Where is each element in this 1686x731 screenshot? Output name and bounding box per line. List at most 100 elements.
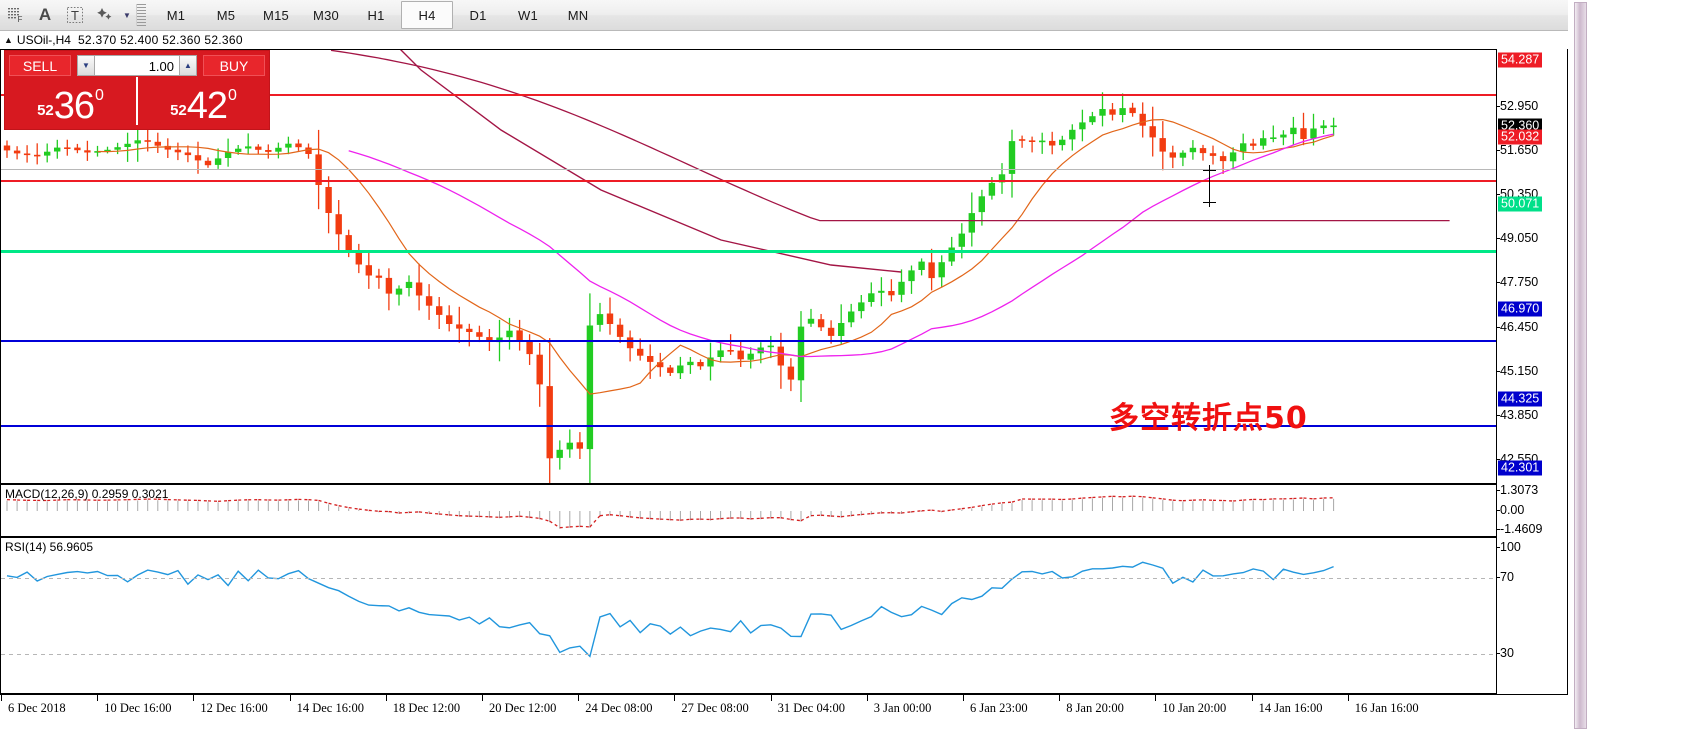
toolbar-grip[interactable] <box>136 4 146 26</box>
svg-text:F: F <box>17 15 22 24</box>
timeframe-group: M1 M5 M15 M30 H1 H4 D1 W1 MN <box>151 1 603 29</box>
price-tick-52-950: 52.950 <box>1496 98 1539 113</box>
timeframe-w1[interactable]: W1 <box>518 7 538 23</box>
macd-label: MACD(12,26,9) 0.2959 0.3021 <box>5 487 169 501</box>
price-tag-44-325[interactable]: 44.325 <box>1498 391 1543 407</box>
indicator-list-icon[interactable]: F <box>0 2 30 28</box>
rsi-tick-1: 70 <box>1497 570 1514 584</box>
time-label-3: 14 Dec 16:00 <box>289 695 364 715</box>
crosshair-vertical <box>1209 165 1210 207</box>
rsi-level-30-line <box>1 654 1496 655</box>
symbol-bar: ▲ USOil-,H4 52.370 52.400 52.360 52.360 <box>0 31 243 49</box>
buy-price-fraction: 0 <box>228 87 237 104</box>
support-line-44325[interactable] <box>1 425 1496 427</box>
time-label-10: 6 Jan 23:00 <box>963 695 1028 715</box>
sell-price-prefix: 52 <box>37 102 54 119</box>
chart-annotation-text[interactable]: 多空转折点50 <box>1109 401 1308 436</box>
macd-tick-0: 1.3073 <box>1496 483 1539 497</box>
price-chart-pane[interactable]: 多空转折点50 <box>0 49 1497 484</box>
timeframe-m15[interactable]: M15 <box>263 7 289 23</box>
rsi-label: RSI(14) 56.9605 <box>5 540 94 554</box>
support-line-46970[interactable] <box>1 340 1496 342</box>
text-object-icon[interactable]: T <box>60 2 90 28</box>
price-series-svg <box>3 50 1450 483</box>
objects-dropdown-icon[interactable]: ▼ <box>123 10 131 20</box>
time-label-1: 10 Dec 16:00 <box>97 695 172 715</box>
macd-tick-1: 0.00 <box>1496 503 1525 517</box>
sell-button[interactable]: SELL <box>9 55 71 76</box>
right-gutter <box>1568 0 1686 731</box>
price-tick-51-650: 51.650 <box>1496 142 1539 157</box>
current-price-line <box>1 169 1496 170</box>
time-label-0: 6 Dec 2018 <box>1 695 66 715</box>
time-label-2: 12 Dec 16:00 <box>193 695 268 715</box>
time-label-5: 20 Dec 12:00 <box>481 695 557 715</box>
trade-prices-row: 52 36 0 52 42 0 <box>5 77 269 125</box>
time-label-4: 18 Dec 12:00 <box>385 695 461 715</box>
vertical-scrollbar[interactable] <box>1574 2 1587 729</box>
macd-series-svg <box>6 495 1335 529</box>
macd-tick-2: -1.4609 <box>1496 522 1543 536</box>
toolbar: F A T ▼ M1 M5 M15 M30 H1 H4 D1 W1 MN <box>0 0 1686 31</box>
price-tick-47-750: 47.750 <box>1496 275 1539 290</box>
timeframe-m30[interactable]: M30 <box>313 7 339 23</box>
sell-price-fraction: 0 <box>95 87 104 104</box>
trade-controls-row: SELL ▼ 1.00 ▲ BUY <box>5 51 269 77</box>
buy-price-main: 42 <box>186 85 228 128</box>
svg-text:T: T <box>71 8 79 23</box>
timeframe-m5[interactable]: M5 <box>216 7 236 23</box>
price-tag-54-287[interactable]: 54.287 <box>1498 52 1543 68</box>
one-click-trading-panel: SELL ▼ 1.00 ▲ BUY 52 36 0 52 42 0 <box>4 50 270 130</box>
buy-button[interactable]: BUY <box>203 55 265 76</box>
macd-axis: 1.3073 0.00 -1.4609 <box>1496 483 1568 537</box>
time-label-13: 14 Jan 16:00 <box>1251 695 1323 715</box>
timeframe-h4[interactable]: H4 <box>401 1 453 29</box>
chart-ohlc-values: 52.370 52.400 52.360 52.360 <box>77 33 243 47</box>
rsi-level-70-line <box>1 578 1496 579</box>
time-label-14: 16 Jan 16:00 <box>1347 695 1419 715</box>
rsi-tick-2: 30 <box>1497 646 1514 660</box>
timeframe-m1[interactable]: M1 <box>166 7 186 23</box>
rsi-series-svg <box>6 561 1334 658</box>
time-axis[interactable]: 6 Dec 2018 10 Dec 16:00 12 Dec 16:00 14 Dec… <box>0 694 1568 731</box>
macd-pane[interactable]: MACD(12,26,9) 0.2959 0.3021 <box>0 484 1497 537</box>
time-label-6: 24 Dec 08:00 <box>578 695 653 715</box>
crosshair-tick-bottom <box>1203 202 1216 203</box>
price-tick-45-150: 45.150 <box>1496 363 1539 378</box>
price-tag-46-970[interactable]: 46.970 <box>1498 301 1543 317</box>
price-tick-49-050: 49.050 <box>1496 231 1539 246</box>
volume-stepper[interactable]: ▼ 1.00 ▲ <box>77 55 197 76</box>
volume-input[interactable]: 1.00 <box>95 55 179 76</box>
price-tag-52-032[interactable]: 52.032 <box>1498 129 1543 145</box>
sell-price-main: 36 <box>53 85 95 128</box>
resistance-line-54287[interactable] <box>1 94 1496 96</box>
price-tag-42-301[interactable]: 42.301 <box>1498 460 1543 476</box>
price-tick-46-450: 46.450 <box>1496 319 1539 334</box>
pivot-line-50071[interactable] <box>1 250 1496 253</box>
volume-decrement-icon[interactable]: ▼ <box>77 55 95 76</box>
resistance-line-52032[interactable] <box>1 180 1496 182</box>
time-label-7: 27 Dec 08:00 <box>674 695 749 715</box>
timeframe-h1[interactable]: H1 <box>367 7 385 23</box>
volume-increment-icon[interactable]: ▲ <box>179 55 197 76</box>
text-label-icon[interactable]: A <box>38 5 52 24</box>
timeframe-mn[interactable]: MN <box>567 7 589 23</box>
buy-price-prefix: 52 <box>170 102 187 119</box>
chart-symbol-title: USOil-,H4 <box>16 33 71 47</box>
rsi-pane[interactable]: RSI(14) 56.9605 <box>0 537 1497 694</box>
time-label-11: 8 Jan 20:00 <box>1059 695 1124 715</box>
rsi-tick-0: 100 <box>1497 540 1521 554</box>
time-label-12: 10 Jan 20:00 <box>1155 695 1227 715</box>
price-axis[interactable]: 52.950 51.650 50.350 49.050 47.750 46.450 45.1… <box>1496 49 1568 484</box>
price-tag-50-071[interactable]: 50.071 <box>1498 196 1543 212</box>
crosshair-tick-top <box>1203 170 1216 171</box>
rsi-axis: 100 70 30 <box>1497 537 1568 694</box>
time-label-8: 31 Dec 04:00 <box>770 695 845 715</box>
buy-price-quote[interactable]: 52 42 0 <box>136 77 269 125</box>
time-label-9: 3 Jan 00:00 <box>866 695 932 715</box>
sell-price-quote[interactable]: 52 36 0 <box>5 77 136 125</box>
expand-chart-icon[interactable]: ▲ <box>4 35 13 45</box>
objects-icon[interactable] <box>90 2 120 28</box>
timeframe-d1[interactable]: D1 <box>469 7 487 23</box>
